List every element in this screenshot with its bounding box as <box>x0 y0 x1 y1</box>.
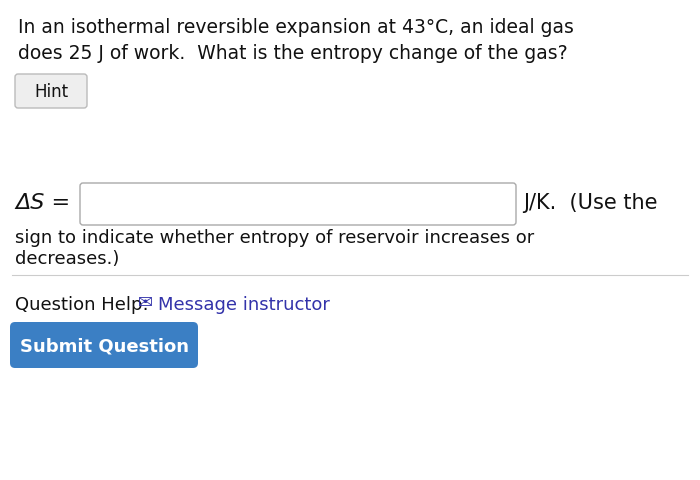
Text: Message instructor: Message instructor <box>158 295 330 313</box>
Text: does 25 J of work.  What is the entropy change of the gas?: does 25 J of work. What is the entropy c… <box>18 44 568 63</box>
Text: Hint: Hint <box>34 83 68 101</box>
FancyBboxPatch shape <box>10 323 198 368</box>
Text: ✉: ✉ <box>138 293 153 312</box>
Text: J/K.  (Use the: J/K. (Use the <box>523 192 657 213</box>
FancyBboxPatch shape <box>15 75 87 109</box>
Text: Question Help:: Question Help: <box>15 295 148 313</box>
Text: In an isothermal reversible expansion at 43°C, an ideal gas: In an isothermal reversible expansion at… <box>18 18 574 37</box>
Text: ΔS =: ΔS = <box>15 192 70 213</box>
Text: sign to indicate whether entropy of reservoir increases or: sign to indicate whether entropy of rese… <box>15 228 534 247</box>
Text: decreases.): decreases.) <box>15 250 120 267</box>
FancyBboxPatch shape <box>80 184 516 226</box>
Text: Submit Question: Submit Question <box>20 336 188 354</box>
